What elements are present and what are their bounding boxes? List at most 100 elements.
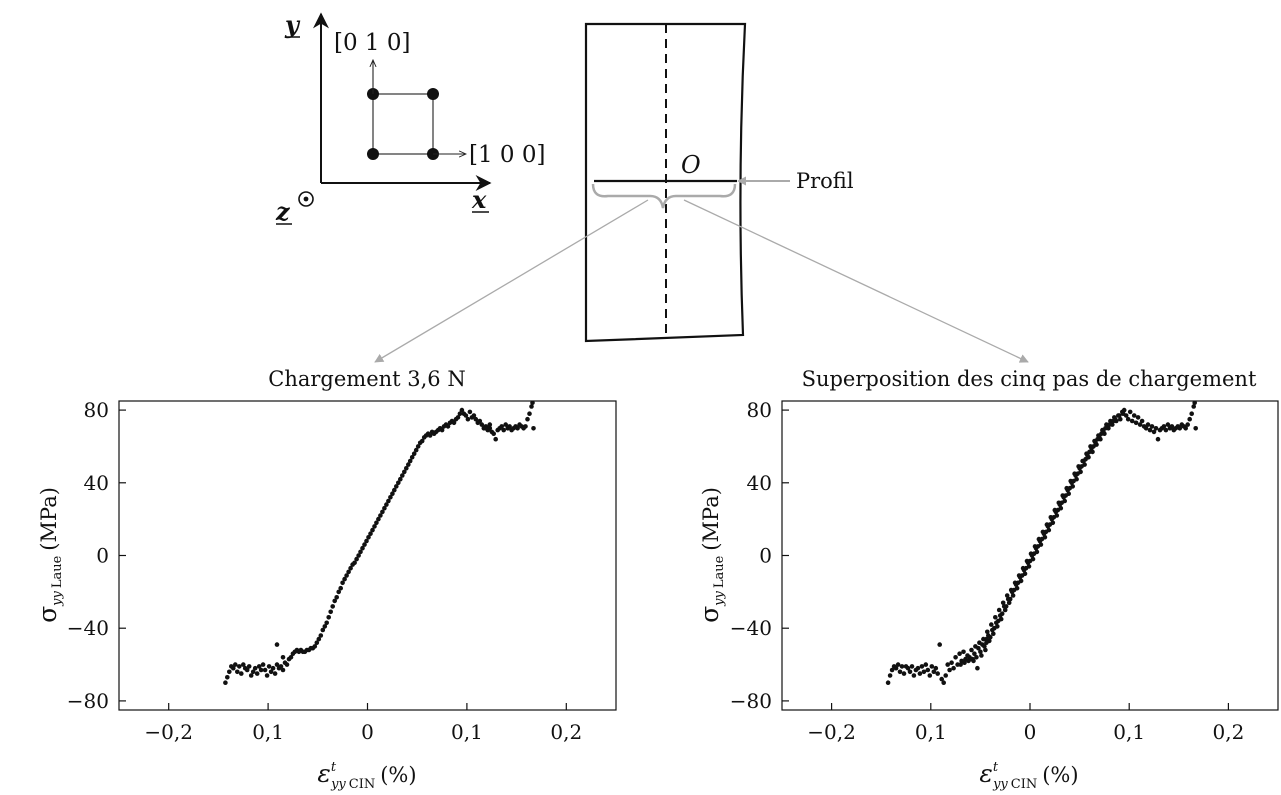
specimen-outline [584, 22, 747, 343]
data-point [386, 498, 391, 504]
chart-right: Superposition des cinq pas de chargement… [695, 367, 1279, 792]
y-tick-label: 40 [84, 471, 109, 495]
y-tick-label: −40 [730, 616, 772, 640]
data-point [1185, 422, 1190, 427]
data-point [354, 556, 359, 562]
data-point [284, 662, 290, 667]
data-point [984, 636, 989, 642]
lattice-atom [427, 88, 439, 100]
data-point [244, 667, 250, 673]
data-points-left [223, 400, 536, 685]
data-point [231, 665, 236, 671]
data-point [487, 422, 493, 427]
data-point [1083, 456, 1088, 462]
plot-frame [118, 400, 617, 711]
data-point [943, 673, 948, 678]
y-ticks-right: −80 −40 0 40 80 [730, 398, 789, 713]
y-axis-label: σyyLaue(MPa) [33, 487, 65, 623]
data-point [935, 671, 940, 676]
data-point [407, 458, 413, 464]
profile-label: Profil [796, 169, 854, 193]
data-point [272, 671, 278, 676]
data-point [1161, 424, 1167, 429]
data-point [314, 640, 320, 645]
data-point [465, 416, 471, 422]
x-axis-label: εt yy CIN (%) [317, 759, 416, 792]
data-point [312, 644, 318, 649]
data-point [388, 495, 393, 500]
data-point [1002, 607, 1008, 613]
x-tick-label: 0 [1024, 720, 1037, 744]
data-point [372, 524, 377, 529]
data-point [974, 655, 979, 660]
data-point [978, 649, 983, 655]
data-point [961, 649, 966, 655]
data-point [246, 664, 252, 669]
y-tick-label: −40 [67, 616, 109, 640]
data-point [402, 469, 407, 475]
x-tick-label: 0,1 [915, 720, 947, 744]
data-point [1031, 551, 1037, 556]
data-point [1011, 587, 1017, 593]
data-point [983, 647, 988, 653]
data-point [457, 411, 463, 417]
data-point [483, 426, 489, 431]
data-point [1035, 544, 1041, 549]
data-point [953, 655, 958, 660]
data-point [1099, 431, 1104, 437]
data-point [398, 476, 403, 482]
data-point [227, 669, 232, 675]
data-point [1183, 426, 1188, 431]
data-point [507, 424, 512, 429]
y-tick-label: 80 [84, 398, 109, 422]
data-point [316, 636, 322, 642]
data-point [994, 620, 999, 626]
data-point [1063, 493, 1068, 498]
data-point [927, 673, 933, 678]
data-point [1027, 558, 1033, 564]
data-point [280, 667, 286, 673]
data-point [1153, 426, 1159, 431]
y-axis-label: σyyLaue(MPa) [695, 487, 727, 623]
data-point [1095, 436, 1100, 442]
data-point [499, 424, 505, 429]
data-point [1133, 420, 1139, 426]
data-point [933, 665, 939, 671]
data-point [366, 535, 371, 540]
data-point [1177, 426, 1183, 431]
data-point [439, 427, 445, 433]
data-point [951, 665, 956, 671]
data-point [467, 409, 473, 415]
data-point [1007, 596, 1013, 602]
data-point [975, 665, 980, 671]
x-tick-label: 0,1 [252, 720, 284, 744]
data-point [931, 669, 937, 675]
data-point [479, 422, 485, 427]
out-of-plane-icon [298, 191, 314, 207]
data-point [268, 669, 274, 675]
data-point [1189, 411, 1194, 417]
data-point [1091, 444, 1096, 449]
data-point [346, 569, 351, 575]
data-point [380, 509, 385, 515]
data-point [237, 664, 242, 669]
data-point [523, 424, 528, 429]
x-axis-symbol: x [471, 185, 487, 214]
data-point [358, 549, 363, 555]
unit-cell-square [372, 93, 434, 155]
data-point [1075, 471, 1080, 477]
data-point [1187, 416, 1192, 422]
data-point [356, 553, 361, 558]
data-points-right [885, 400, 1198, 685]
data-point [919, 664, 925, 669]
data-point [962, 660, 967, 665]
data-point [413, 447, 419, 453]
data-point [889, 667, 895, 673]
data-point [235, 669, 240, 675]
y-ticks-left: −80 −40 0 40 80 [67, 398, 126, 713]
data-point [419, 438, 425, 444]
data-point [352, 560, 357, 566]
data-point [278, 664, 284, 669]
data-point [370, 527, 375, 533]
